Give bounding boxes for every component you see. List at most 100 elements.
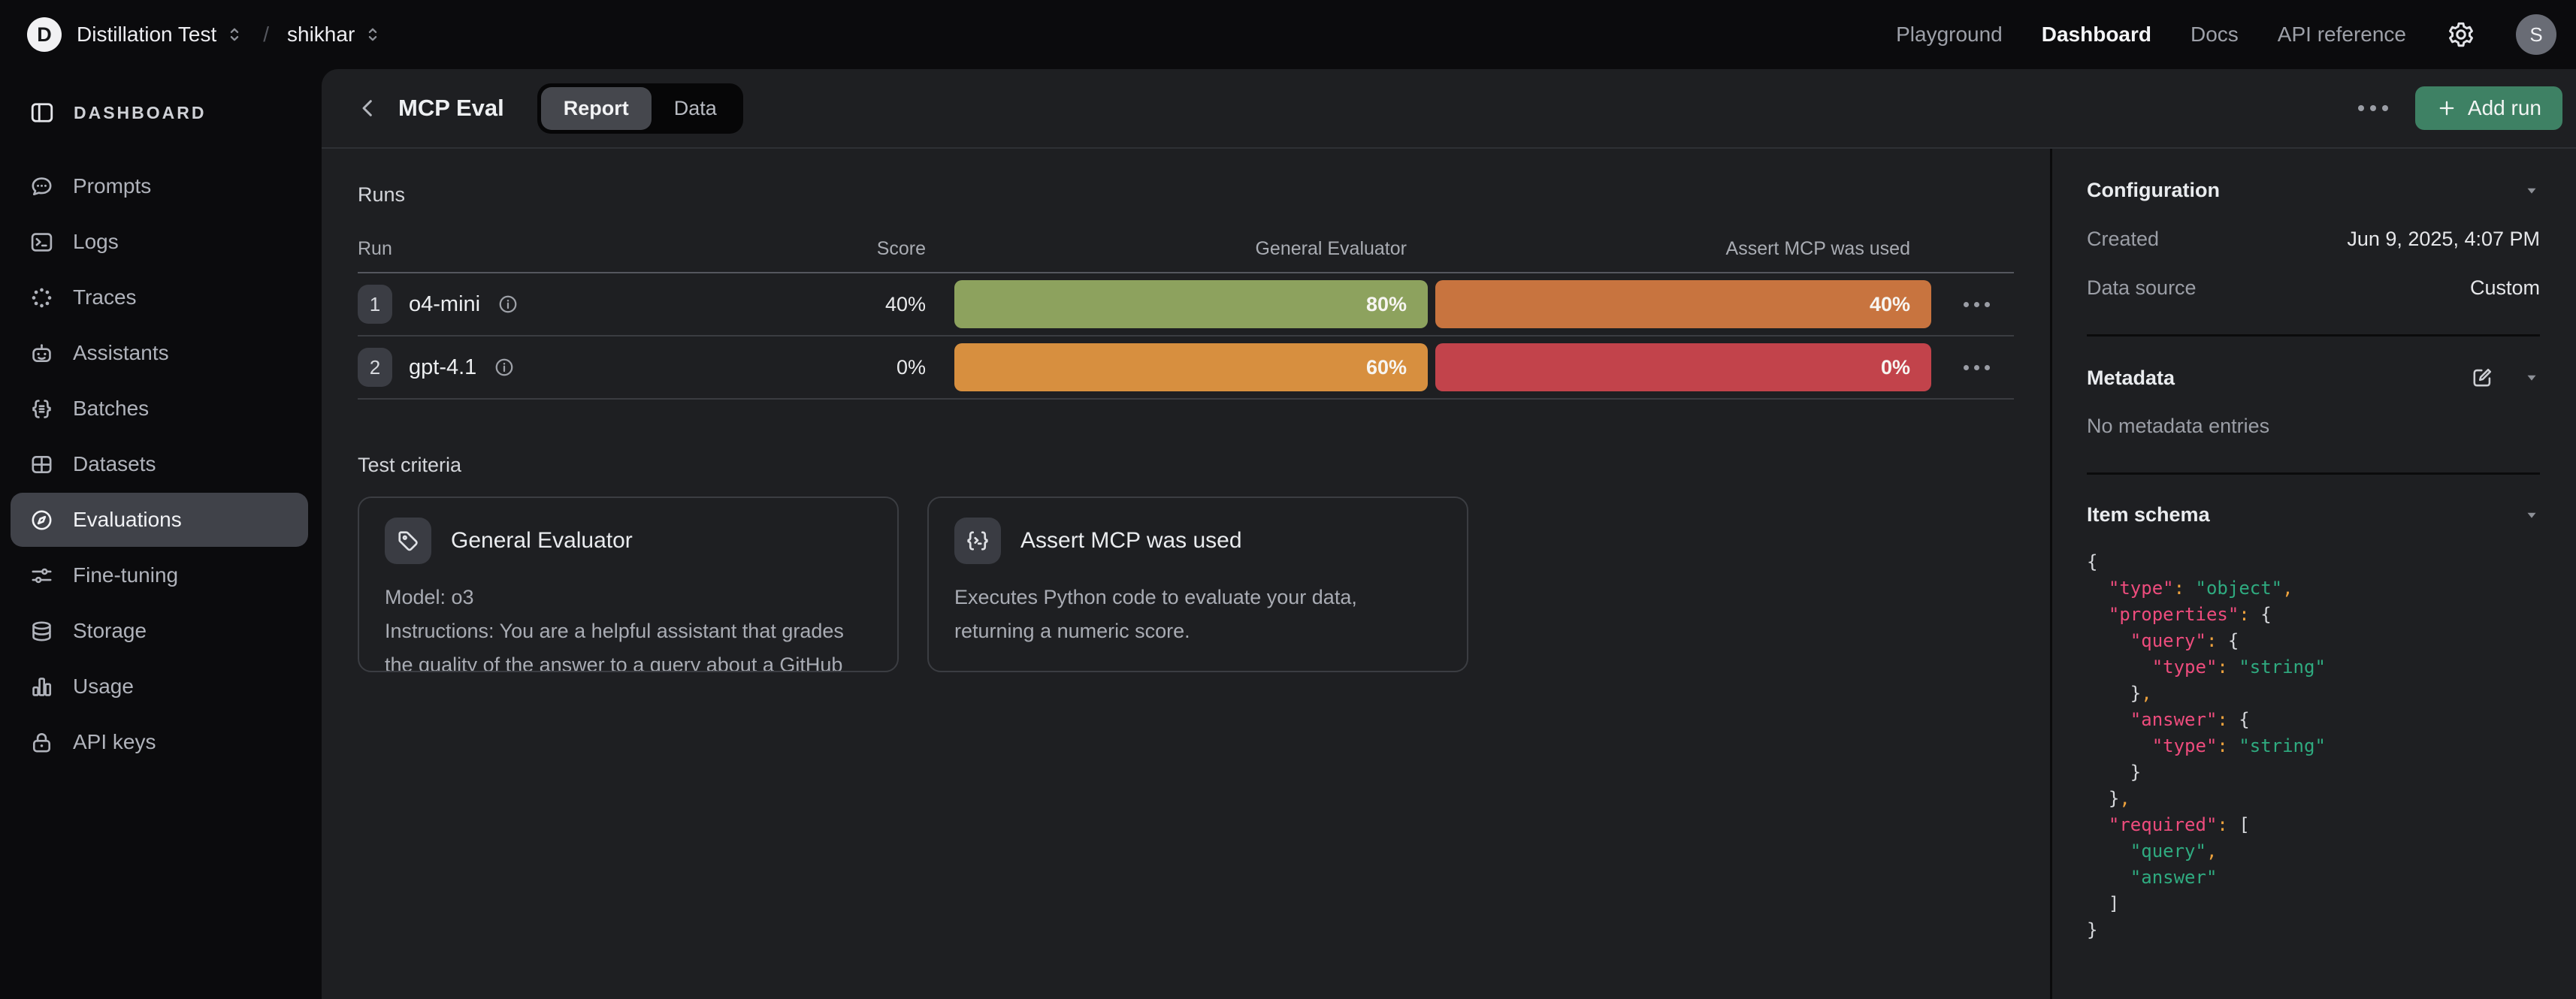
sidebar-item-traces[interactable]: Traces <box>11 270 308 324</box>
sidebar-header-dashboard[interactable]: DASHBOARD <box>11 89 308 137</box>
gear-icon[interactable] <box>2445 19 2477 50</box>
database-icon <box>32 621 51 641</box>
item-schema-code: { "type": "object", "properties": { "que… <box>2087 551 2326 940</box>
panel-left-icon <box>31 103 53 122</box>
column-header-general-evaluator: General Evaluator <box>1255 238 1407 259</box>
sidebar-item-logs[interactable]: Logs <box>11 215 308 269</box>
run-row[interactable]: 2 gpt-4.1 0% 60% 0% <box>358 337 2014 400</box>
org-name: Distillation Test <box>77 23 217 46</box>
test-criteria-section-label: Test criteria <box>358 454 462 476</box>
sidebar-item-usage[interactable]: Usage <box>11 659 308 714</box>
nav-link-dashboard[interactable]: Dashboard <box>2041 23 2151 46</box>
tag-icon <box>385 518 431 564</box>
report-data-toggle: Report Data <box>537 83 743 134</box>
sidebar: DASHBOARD Prompts Logs Traces Assistants… <box>0 69 322 999</box>
sidebar-item-fine-tuning[interactable]: Fine-tuning <box>11 548 308 602</box>
main-panel: MCP Eval Report Data Add run Runs Run Sc… <box>322 69 2576 999</box>
dots-cluster-icon <box>32 288 52 307</box>
sidebar-item-prompts[interactable]: Prompts <box>11 159 308 213</box>
data-source-value: Custom <box>2469 276 2540 299</box>
runs-table: Run Score General Evaluator Assert MCP w… <box>358 238 2014 400</box>
org-logo[interactable]: D <box>27 17 62 52</box>
configuration-section: Configuration Created Jun 9, 2025, 4:07 … <box>2087 179 2540 337</box>
run-row[interactable]: 1 o4-mini 40% 80% 40% <box>358 273 2014 337</box>
tab-report[interactable]: Report <box>540 86 652 130</box>
plus-icon <box>2439 101 2454 116</box>
user-avatar[interactable]: S <box>2516 14 2556 55</box>
general-evaluator-score-bar: 80% <box>954 280 1428 328</box>
tab-data[interactable]: Data <box>673 96 717 119</box>
lock-icon <box>32 732 51 752</box>
item-schema-section: Item schema { "type": "object", "propert… <box>2087 475 2540 978</box>
chevron-left-icon <box>362 100 372 116</box>
configuration-title: Configuration <box>2087 179 2220 201</box>
sidebar-item-datasets[interactable]: Datasets <box>11 437 308 491</box>
nav-link-docs[interactable]: Docs <box>2191 23 2239 46</box>
compass-icon <box>32 510 52 530</box>
criterion-title: Assert MCP was used <box>1020 528 1242 553</box>
braces-list-icon <box>32 399 51 418</box>
criterion-card-assert-mcp[interactable]: Assert MCP was used Executes Python code… <box>927 496 1468 672</box>
runs-table-header: Run Score General Evaluator Assert MCP w… <box>358 238 2014 273</box>
breadcrumb-separator: / <box>263 23 270 46</box>
page-title: MCP Eval <box>398 95 504 121</box>
sidebar-item-evaluations[interactable]: Evaluations <box>11 493 308 547</box>
metadata-empty-text: No metadata entries <box>2087 415 2270 437</box>
run-row-menu-button[interactable] <box>1939 364 2014 370</box>
org-switcher[interactable]: Distillation Test <box>77 23 245 47</box>
chat-bubble-icon <box>32 177 52 195</box>
nav-link-playground[interactable]: Playground <box>1896 23 2003 46</box>
edit-icon[interactable] <box>2469 365 2495 391</box>
assert-mcp-score-bar: 40% <box>1435 280 1931 328</box>
runs-section-label: Runs <box>358 183 406 206</box>
general-evaluator-score-bar: 60% <box>954 343 1428 391</box>
sidebar-item-assistants[interactable]: Assistants <box>11 326 308 380</box>
add-run-button[interactable]: Add run <box>2414 86 2562 130</box>
item-schema-title: Item schema <box>2087 503 2210 526</box>
metadata-section: Metadata No metadata entries <box>2087 337 2540 475</box>
created-label: Created <box>2087 228 2160 250</box>
data-source-label: Data source <box>2087 276 2197 299</box>
sidebar-item-api-keys[interactable]: API keys <box>11 715 308 769</box>
robot-icon <box>32 343 51 362</box>
top-navbar: D Distillation Test / shikhar Playground… <box>0 0 2576 69</box>
report-content: Runs Run Score General Evaluator Assert … <box>322 149 2050 999</box>
run-index-badge: 2 <box>358 348 392 387</box>
sidebar-item-storage[interactable]: Storage <box>11 604 308 658</box>
bar-chart-icon <box>32 677 52 696</box>
code-brackets-icon <box>954 518 1001 564</box>
criterion-title: General Evaluator <box>451 528 633 553</box>
collapse-triangle-icon[interactable] <box>2523 183 2540 199</box>
panel-divider <box>2050 149 2052 999</box>
run-score: 40% <box>884 292 926 315</box>
run-row-menu-button[interactable] <box>1939 301 2014 307</box>
run-name: o4-mini <box>409 291 481 316</box>
column-header-run: Run <box>358 238 392 259</box>
project-name: shikhar <box>287 23 355 46</box>
assert-mcp-score-bar: 0% <box>1435 343 1931 391</box>
criterion-card-general-evaluator[interactable]: General Evaluator Model: o3 Instructions… <box>358 496 899 672</box>
more-options-button[interactable] <box>2351 98 2396 119</box>
info-icon[interactable] <box>497 293 519 315</box>
terminal-icon <box>31 232 53 252</box>
created-value: Jun 9, 2025, 4:07 PM <box>2347 228 2540 250</box>
chevron-up-down-icon <box>230 28 239 41</box>
collapse-triangle-icon[interactable] <box>2523 507 2540 524</box>
run-score: 0% <box>896 355 926 379</box>
criterion-description: Executes Python code to evaluate your da… <box>954 586 1357 642</box>
metadata-title: Metadata <box>2087 366 2175 389</box>
run-index-badge: 1 <box>358 285 392 324</box>
info-icon[interactable] <box>493 356 516 379</box>
collapse-triangle-icon[interactable] <box>2523 370 2540 386</box>
nav-link-api-reference[interactable]: API reference <box>2277 23 2406 46</box>
criterion-description: Model: o3 Instructions: You are a helpfu… <box>385 586 844 672</box>
config-panel: Configuration Created Jun 9, 2025, 4:07 … <box>2052 149 2576 999</box>
project-switcher[interactable]: shikhar <box>287 23 383 47</box>
column-header-score: Score <box>876 238 926 259</box>
back-button[interactable] <box>352 92 385 125</box>
sliders-icon <box>32 568 52 583</box>
run-name: gpt-4.1 <box>409 355 477 379</box>
page-header: MCP Eval Report Data Add run <box>322 69 2576 149</box>
grid-icon <box>32 455 52 473</box>
sidebar-item-batches[interactable]: Batches <box>11 382 308 436</box>
